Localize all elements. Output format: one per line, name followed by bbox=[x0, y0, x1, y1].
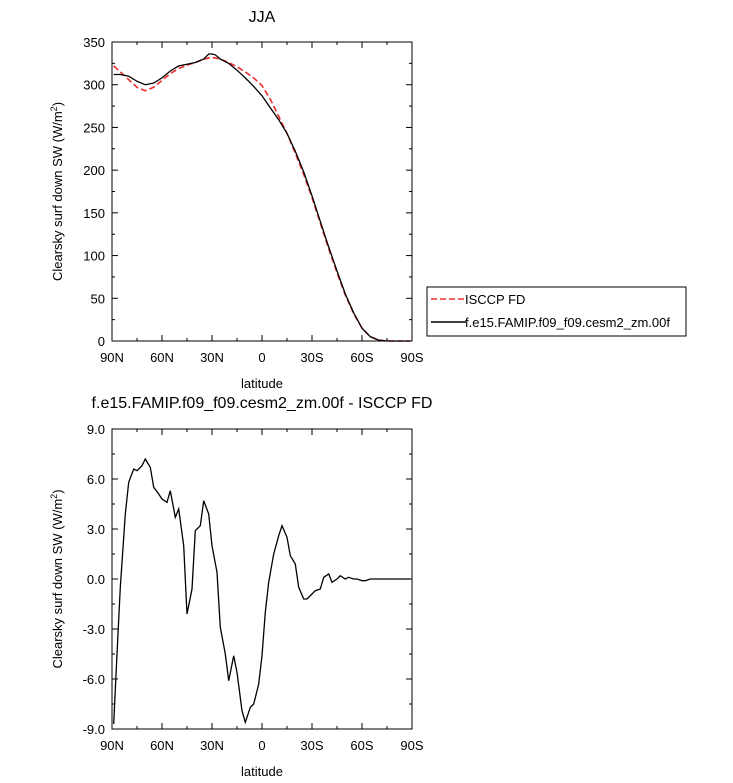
x-tick-label: 30N bbox=[200, 350, 224, 365]
x-tick-label: 60N bbox=[150, 738, 174, 753]
y-tick-label: -3.0 bbox=[83, 622, 105, 637]
y-tick-label: 6.0 bbox=[87, 472, 105, 487]
series-line-1 bbox=[113, 56, 411, 342]
x-tick-label: 30S bbox=[300, 738, 323, 753]
chart-title: JJA bbox=[249, 9, 276, 26]
y-axis-label: Clearsky surf down SW (W/m2) bbox=[49, 489, 65, 668]
legend-label: f.e15.FAMIP.f09_f09.cesm2_zm.00f bbox=[465, 315, 670, 330]
series-line-1 bbox=[113, 457, 411, 725]
x-axis-label: latitude bbox=[241, 376, 283, 391]
plot-frame bbox=[111, 428, 413, 730]
x-tick-label: 90N bbox=[100, 738, 124, 753]
y-tick-label: 3.0 bbox=[87, 522, 105, 537]
legend-label: ISCCP FD bbox=[465, 292, 525, 307]
y-tick-label: -6.0 bbox=[83, 672, 105, 687]
y-axis-label: Clearsky surf down SW (W/m2) bbox=[49, 102, 65, 281]
chart-panel-1: JJA 90N 60N 30N 0 30S 60S 90S 0 50 100 150 200 250 300… bbox=[49, 9, 424, 391]
x-tick-label: 30N bbox=[200, 738, 224, 753]
y-tick-label: 300 bbox=[83, 78, 105, 93]
y-tick-label: 0.0 bbox=[87, 572, 105, 587]
series-line-2 bbox=[113, 53, 411, 342]
chart-panel-2: f.e15.FAMIP.f09_f09.cesm2_zm.00f - ISCCP… bbox=[49, 395, 432, 779]
y-tick-label: 150 bbox=[83, 206, 105, 221]
y-tick-label: 250 bbox=[83, 120, 105, 135]
x-tick-label: 60S bbox=[350, 350, 373, 365]
x-tick-label: 0 bbox=[258, 350, 265, 365]
legend-box bbox=[426, 286, 687, 337]
y-tick-label: 350 bbox=[83, 35, 105, 50]
x-tick-label: 90S bbox=[400, 738, 423, 753]
x-tick-label: 90N bbox=[100, 350, 124, 365]
y-tick-label: 100 bbox=[83, 249, 105, 264]
y-tick-label: 50 bbox=[91, 291, 105, 306]
chart-title: f.e15.FAMIP.f09_f09.cesm2_zm.00f - ISCCP… bbox=[92, 395, 433, 412]
x-tick-label: 90S bbox=[400, 350, 423, 365]
y-tick-label: 9.0 bbox=[87, 422, 105, 437]
y-tick-label: -9.0 bbox=[83, 722, 105, 737]
x-axis-label: latitude bbox=[241, 764, 283, 779]
x-tick-label: 30S bbox=[300, 350, 323, 365]
x-tick-label: 60S bbox=[350, 738, 373, 753]
y-tick-label: 200 bbox=[83, 163, 105, 178]
x-tick-label: 0 bbox=[258, 738, 265, 753]
x-tick-label: 60N bbox=[150, 350, 174, 365]
y-tick-label: 0 bbox=[98, 334, 105, 349]
legend: ISCCP FD f.e15.FAMIP.f09_f09.cesm2_zm.00f bbox=[426, 286, 687, 337]
